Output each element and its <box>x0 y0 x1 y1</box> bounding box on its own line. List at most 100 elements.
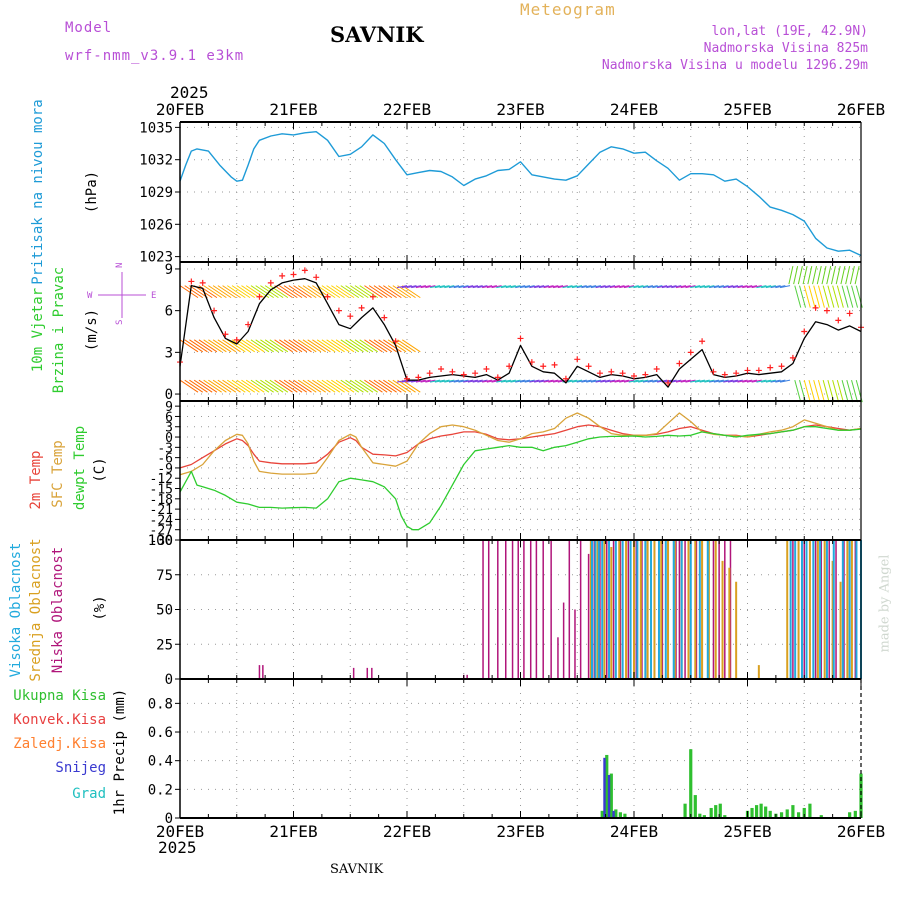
wind-barb <box>364 339 383 353</box>
wind-obs-marker <box>324 293 331 300</box>
wind-obs-marker <box>540 363 547 370</box>
wind-barb <box>619 285 630 289</box>
wind-obs-marker <box>426 370 433 377</box>
wind-barb <box>453 285 464 289</box>
wind-obs-marker <box>494 374 501 381</box>
cloud-mid-title: Srednja Oblacnost <box>28 538 44 681</box>
wind-obs-marker <box>642 371 649 378</box>
wind-barb <box>364 285 383 299</box>
wind-barb <box>297 339 317 353</box>
wind-barb <box>283 339 303 353</box>
pressure-line <box>179 130 862 257</box>
wind-barb <box>255 285 274 299</box>
wind-barb <box>331 379 350 393</box>
precip-bar-total <box>785 809 789 818</box>
day-label-bottom: 20FEB <box>156 822 204 841</box>
wind-barb <box>434 379 445 383</box>
wind-barb <box>349 339 369 353</box>
y-tick-label: 0 <box>165 431 173 446</box>
precip-bar-total <box>723 815 727 818</box>
wind-barb <box>345 339 364 353</box>
wind-barb <box>797 266 803 285</box>
wind-barb <box>335 379 355 393</box>
wind-barb <box>364 379 383 393</box>
wind-barb <box>463 379 474 383</box>
wind-barb <box>812 266 818 285</box>
wind-barb <box>538 379 549 383</box>
precip-bar-total <box>750 807 754 818</box>
wind-barb <box>222 285 241 299</box>
wind-barb <box>193 379 213 393</box>
y-tick-label: 6 <box>165 304 173 320</box>
wind-barb <box>203 285 222 299</box>
wind-barb <box>854 266 860 285</box>
wind-barb <box>373 285 393 299</box>
y-tick-label: -30 <box>150 534 173 549</box>
wind-barb <box>548 379 559 383</box>
precip-bar-snow <box>603 757 606 818</box>
wind-barb <box>845 266 851 285</box>
precip-bar-total <box>623 813 627 818</box>
wind-barb <box>647 379 658 383</box>
wind-barb <box>552 285 564 289</box>
y-tick-label: -9 <box>157 462 173 477</box>
cloud-unit: (%) <box>92 595 108 620</box>
cloud-high-title: Visoka Oblacnost <box>8 543 24 678</box>
wind-barb <box>264 379 284 393</box>
wind-barb <box>297 379 317 393</box>
wind-barb <box>217 285 237 299</box>
wind-obs-marker <box>608 368 615 375</box>
y-tick-label: 1032 <box>139 153 173 169</box>
wind-barb <box>557 285 568 289</box>
wind-barb <box>420 379 431 383</box>
wind-barb <box>297 285 317 299</box>
wind-barb <box>340 379 360 393</box>
wind-barb <box>397 285 416 299</box>
precip-bar-total <box>754 805 759 818</box>
wind-obs-marker <box>585 363 592 370</box>
temp-sfc-title: SFC Temp <box>50 440 66 507</box>
wind-obs-marker <box>233 336 240 343</box>
day-label-bottom: 24FEB <box>610 822 658 841</box>
wind-barb <box>354 339 374 353</box>
wind-barb <box>581 285 592 289</box>
model-label: Model <box>65 20 113 36</box>
y-tick-label: 50 <box>156 603 173 619</box>
wind-barb <box>203 379 222 393</box>
wind-barb <box>212 379 232 393</box>
wind-barb <box>293 339 312 353</box>
station-title: SAVNIK <box>330 22 424 47</box>
wind-barb <box>250 379 270 393</box>
compass-e: E <box>151 291 156 301</box>
day-label-top: 23FEB <box>496 100 544 119</box>
wind-barb <box>808 285 816 308</box>
y-tick-label: 100 <box>148 533 173 549</box>
wind-barb <box>378 285 397 299</box>
temp-dewpt-title: dewpt Temp <box>72 426 88 510</box>
wind-barb <box>477 285 488 289</box>
wind-barb <box>255 339 274 353</box>
dewpoint-line <box>179 426 862 531</box>
wind-barb <box>241 285 260 299</box>
wind-barb <box>675 285 687 289</box>
y-tick-label: -6 <box>157 452 173 467</box>
wind-barb <box>401 285 412 289</box>
wind-barb <box>383 339 402 353</box>
wind-barb <box>832 380 840 403</box>
precip-bar-total <box>853 810 857 818</box>
wind-barb <box>761 285 772 289</box>
wind-barb <box>283 379 303 393</box>
y-tick-label: -12 <box>150 472 173 487</box>
wind-barb <box>467 285 479 289</box>
wind-obs-marker <box>835 317 842 324</box>
precip-bar-total <box>714 805 718 818</box>
wind-obs-marker <box>290 271 297 278</box>
wind-barb <box>184 285 204 299</box>
precip-legend-item: Ukupna Kisa <box>13 688 106 704</box>
wind-obs-marker <box>574 356 581 363</box>
temp-2m-title: 2m Temp <box>28 450 44 509</box>
wind-barb <box>604 379 616 383</box>
wind-obs-marker <box>369 293 376 300</box>
y-tick-label: -3 <box>157 441 173 456</box>
wind-barb <box>354 285 374 299</box>
